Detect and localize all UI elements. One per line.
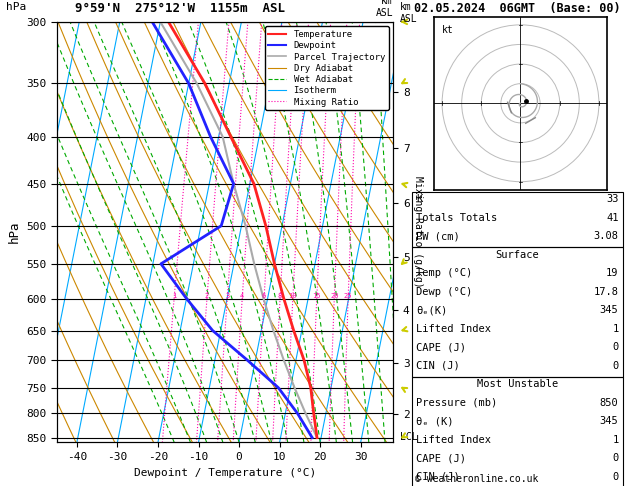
Text: © weatheronline.co.uk: © weatheronline.co.uk bbox=[415, 474, 538, 484]
Text: hPa: hPa bbox=[6, 2, 26, 13]
Text: km
ASL: km ASL bbox=[376, 0, 393, 17]
Text: 1: 1 bbox=[612, 324, 618, 334]
Text: Surface: Surface bbox=[496, 250, 539, 260]
Text: 3.08: 3.08 bbox=[594, 231, 618, 241]
Text: K: K bbox=[416, 194, 423, 204]
Text: 0: 0 bbox=[612, 472, 618, 482]
Text: Totals Totals: Totals Totals bbox=[416, 213, 498, 223]
Text: 41: 41 bbox=[606, 213, 618, 223]
Bar bbox=[412, 192, 623, 247]
Text: Dewp (°C): Dewp (°C) bbox=[416, 287, 472, 297]
Text: 345: 345 bbox=[599, 417, 618, 426]
Y-axis label: hPa: hPa bbox=[8, 221, 20, 243]
Text: PW (cm): PW (cm) bbox=[416, 231, 460, 241]
Text: CAPE (J): CAPE (J) bbox=[416, 342, 466, 352]
Y-axis label: Mixing Ratio (g/kg): Mixing Ratio (g/kg) bbox=[413, 176, 423, 288]
Text: 6: 6 bbox=[262, 293, 266, 298]
Text: 9°59'N  275°12'W  1155m  ASL: 9°59'N 275°12'W 1155m ASL bbox=[75, 2, 286, 16]
Text: 4: 4 bbox=[240, 293, 244, 298]
Text: 1: 1 bbox=[172, 293, 176, 298]
Text: 0: 0 bbox=[612, 361, 618, 371]
Text: CAPE (J): CAPE (J) bbox=[416, 453, 466, 463]
Text: km
ASL: km ASL bbox=[399, 2, 417, 24]
Text: Lifted Index: Lifted Index bbox=[416, 435, 491, 445]
Text: 345: 345 bbox=[599, 305, 618, 315]
Text: Temp (°C): Temp (°C) bbox=[416, 268, 472, 278]
Text: 10: 10 bbox=[289, 293, 297, 298]
Text: 0: 0 bbox=[612, 453, 618, 463]
Text: 3: 3 bbox=[225, 293, 230, 298]
Text: 25: 25 bbox=[344, 293, 352, 298]
X-axis label: Dewpoint / Temperature (°C): Dewpoint / Temperature (°C) bbox=[134, 468, 316, 478]
Text: 17.8: 17.8 bbox=[594, 287, 618, 297]
Text: 1: 1 bbox=[612, 435, 618, 445]
Text: Lifted Index: Lifted Index bbox=[416, 324, 491, 334]
Text: CIN (J): CIN (J) bbox=[416, 472, 460, 482]
Text: 20: 20 bbox=[330, 293, 338, 298]
Text: Most Unstable: Most Unstable bbox=[477, 380, 558, 389]
Text: 8: 8 bbox=[278, 293, 282, 298]
Text: 02.05.2024  06GMT  (Base: 00): 02.05.2024 06GMT (Base: 00) bbox=[414, 2, 620, 16]
Text: 2: 2 bbox=[205, 293, 209, 298]
Text: 15: 15 bbox=[313, 293, 321, 298]
Legend: Temperature, Dewpoint, Parcel Trajectory, Dry Adiabat, Wet Adiabat, Isotherm, Mi: Temperature, Dewpoint, Parcel Trajectory… bbox=[265, 26, 389, 110]
Text: LCL: LCL bbox=[400, 432, 418, 442]
Text: 850: 850 bbox=[599, 398, 618, 408]
Bar bbox=[412, 247, 623, 377]
Bar bbox=[412, 377, 623, 486]
Text: θₑ(K): θₑ(K) bbox=[416, 305, 447, 315]
Text: 19: 19 bbox=[606, 268, 618, 278]
Text: 0: 0 bbox=[612, 342, 618, 352]
Text: θₑ (K): θₑ (K) bbox=[416, 417, 454, 426]
Text: Pressure (mb): Pressure (mb) bbox=[416, 398, 498, 408]
Text: 33: 33 bbox=[606, 194, 618, 204]
Text: kt: kt bbox=[442, 25, 454, 35]
Text: CIN (J): CIN (J) bbox=[416, 361, 460, 371]
